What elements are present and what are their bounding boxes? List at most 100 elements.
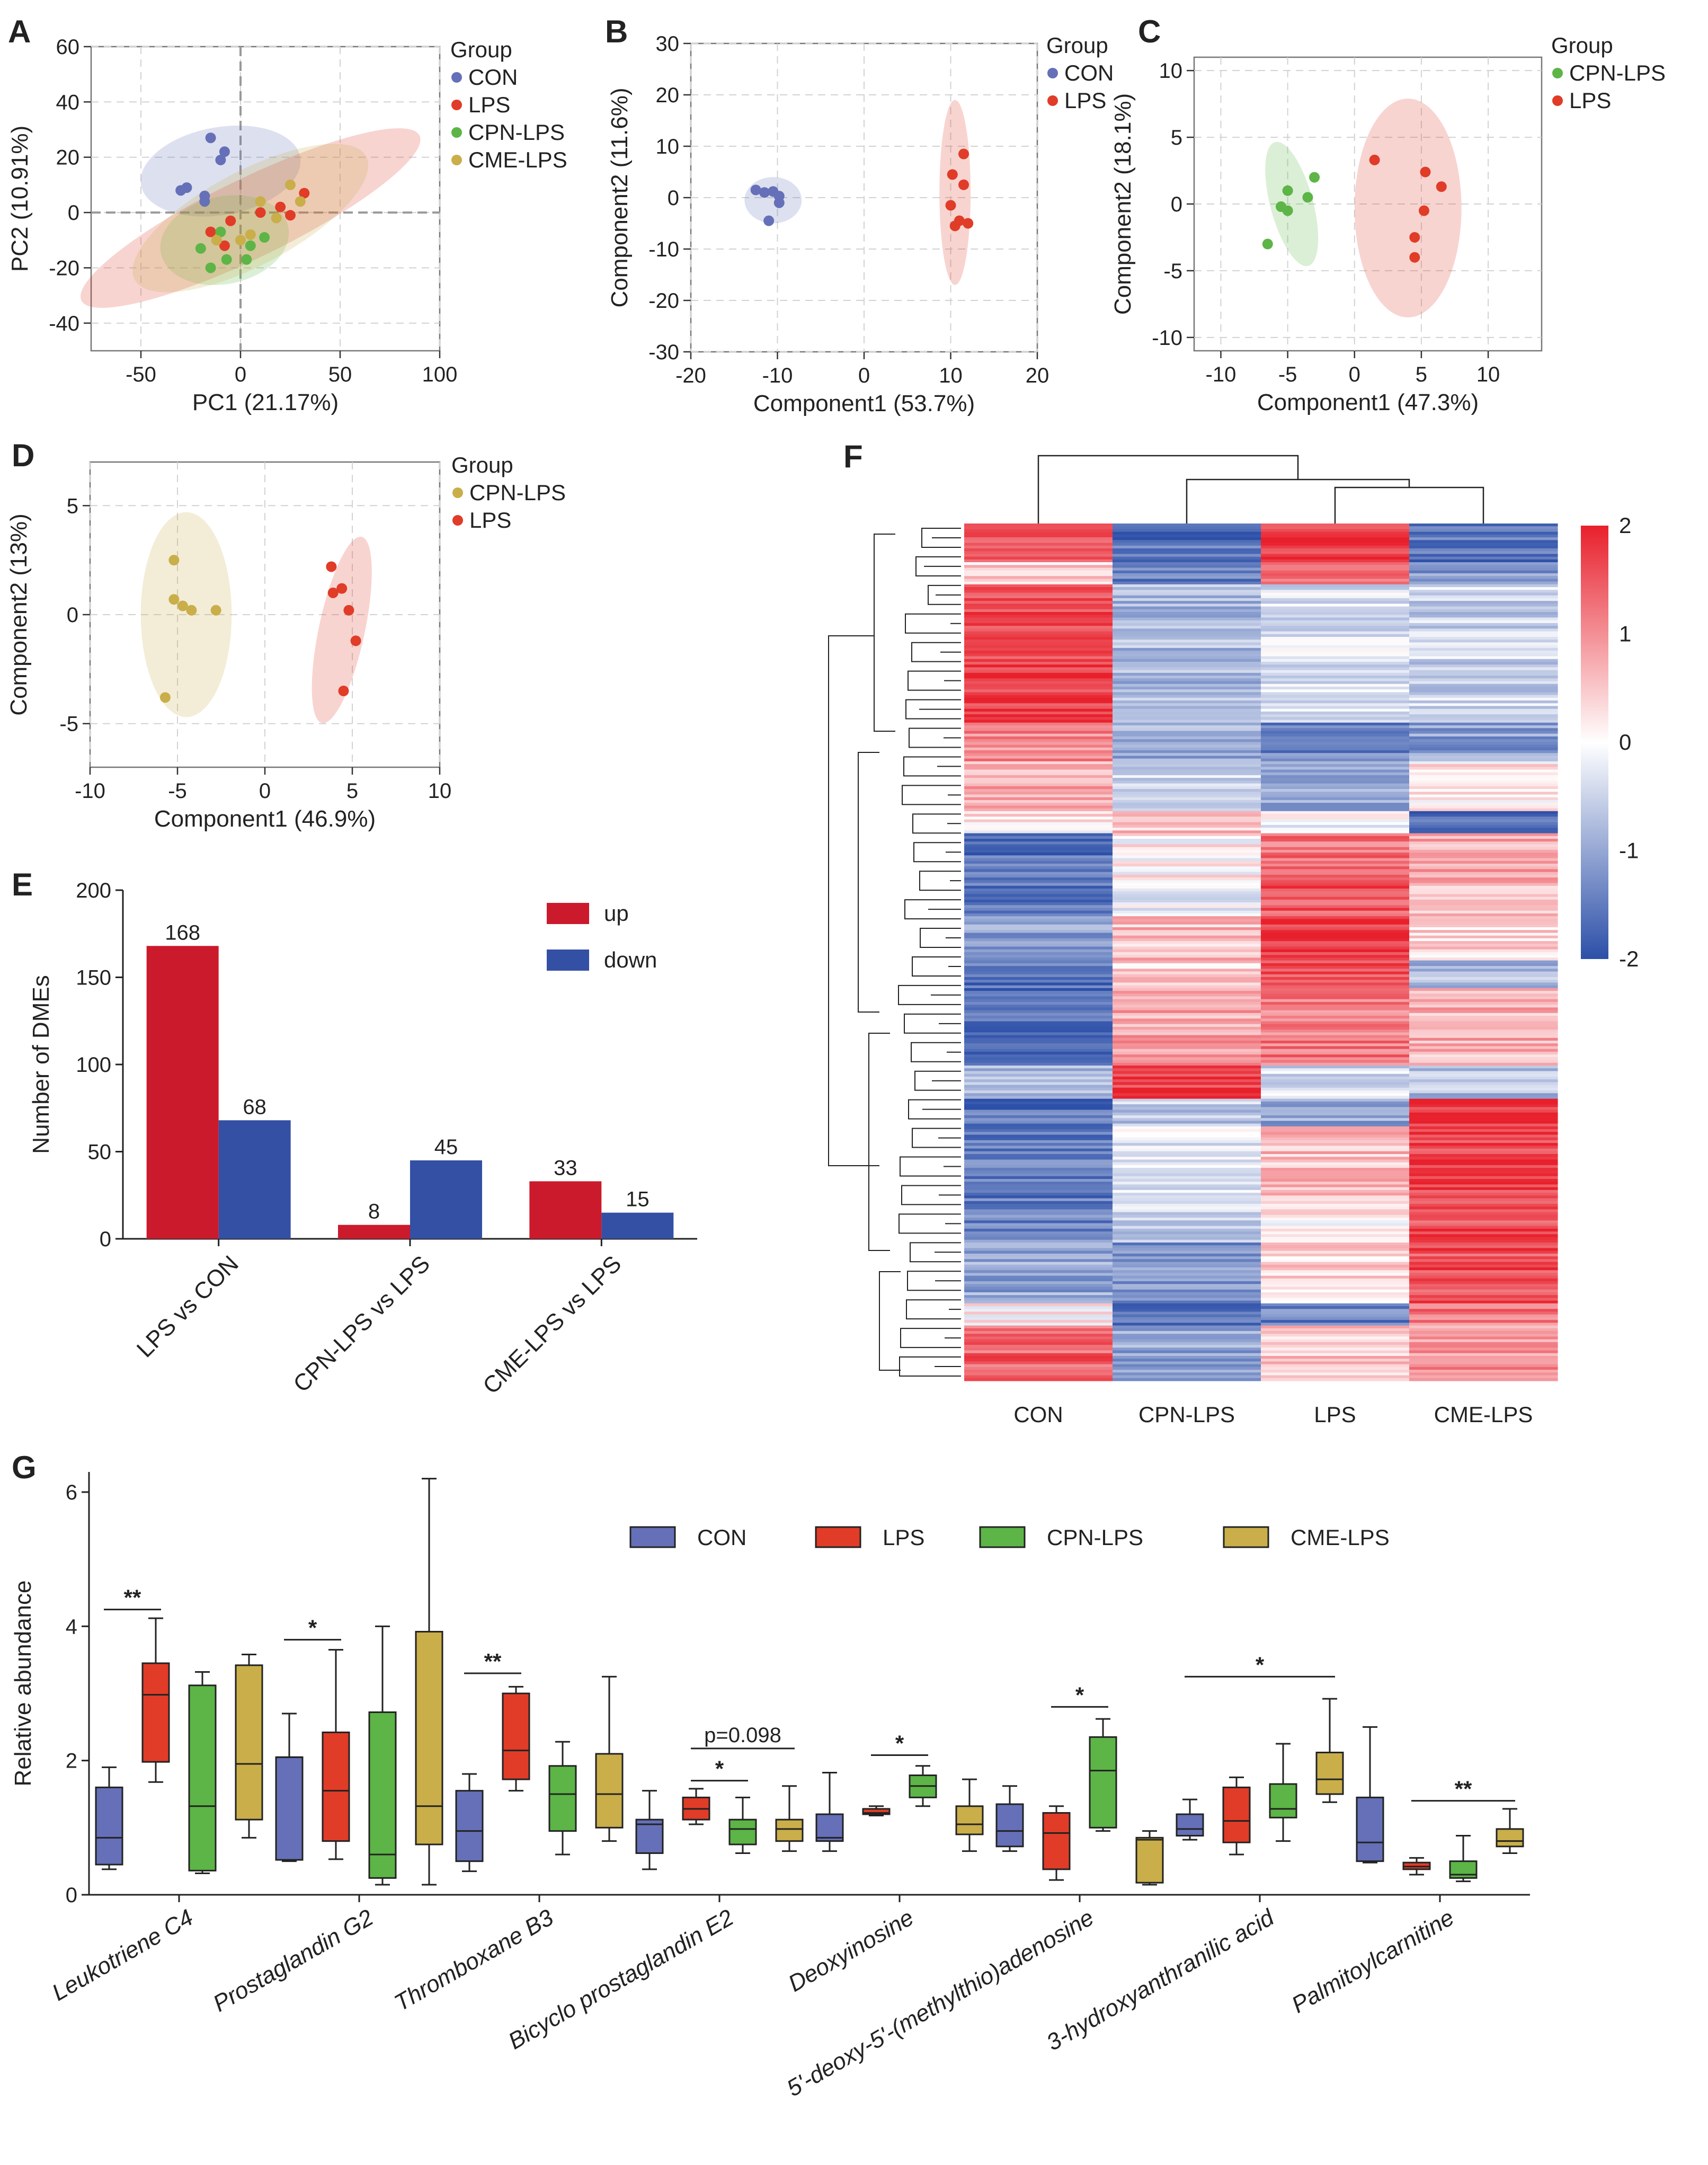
y-tick-label: 0 bbox=[100, 1228, 111, 1251]
heatmap-cell bbox=[1409, 982, 1558, 986]
heatmap-cell bbox=[1409, 601, 1558, 604]
heatmap-cell bbox=[1409, 1275, 1558, 1279]
heatmap-cell bbox=[964, 935, 1113, 939]
heatmap-cell bbox=[964, 523, 1113, 527]
x-tick-label: 100 bbox=[422, 363, 458, 386]
heatmap-cell bbox=[964, 1334, 1113, 1337]
heatmap-cell bbox=[964, 1317, 1113, 1320]
heatmap-cell bbox=[964, 1001, 1113, 1005]
heatmap-cell bbox=[1113, 1187, 1261, 1191]
scatter-point-cpn-lps bbox=[1309, 172, 1320, 183]
heatmap-cell bbox=[1113, 653, 1261, 657]
heatmap-cell bbox=[1113, 1001, 1261, 1005]
box-iqr bbox=[188, 1684, 217, 1871]
heatmap-cell bbox=[1113, 587, 1261, 590]
heatmap-cell bbox=[1261, 703, 1410, 707]
y-tick-label: -5 bbox=[1163, 260, 1182, 283]
heatmap-cell bbox=[1409, 778, 1558, 781]
heatmap-cell bbox=[964, 1370, 1113, 1373]
heatmap-cell bbox=[1113, 1110, 1261, 1113]
heatmap-cell bbox=[1261, 828, 1410, 831]
heatmap-cell bbox=[1409, 949, 1558, 953]
heatmap-cell bbox=[1409, 706, 1558, 709]
heatmap-cell bbox=[1261, 1281, 1410, 1284]
heatmap-cell bbox=[964, 548, 1113, 552]
heatmap-cell bbox=[964, 1090, 1113, 1094]
dendrogram-branch bbox=[913, 842, 940, 863]
heatmap-cell bbox=[1261, 783, 1410, 787]
heatmap-cell bbox=[1261, 974, 1410, 978]
heatmap-cell bbox=[964, 899, 1113, 903]
heatmap-cell bbox=[1113, 598, 1261, 601]
heatmap-cell bbox=[1261, 1347, 1410, 1351]
colorbar-tick-label: 1 bbox=[1619, 622, 1631, 646]
heatmap-cell bbox=[1409, 1173, 1558, 1177]
heatmap-cell bbox=[964, 805, 1113, 809]
heatmap-cell bbox=[964, 1184, 1113, 1188]
heatmap-cell bbox=[1113, 1101, 1261, 1105]
scatter-point-cpn-lps bbox=[1262, 238, 1273, 250]
heatmap-cell bbox=[964, 1214, 1113, 1218]
dendrogram-branch bbox=[901, 1185, 932, 1205]
y-tick-label: 5 bbox=[1171, 126, 1182, 149]
heatmap-cell bbox=[1113, 1143, 1261, 1146]
plot-frame bbox=[90, 46, 441, 352]
heatmap-cell bbox=[1113, 839, 1261, 842]
heatmap-cell bbox=[1113, 531, 1261, 535]
heatmap-cell bbox=[1409, 847, 1558, 850]
heatmap-cell bbox=[1261, 853, 1410, 856]
heatmap-cell bbox=[1261, 1073, 1410, 1077]
y-tick-label: 0 bbox=[668, 187, 679, 210]
heatmap-cell bbox=[964, 1032, 1113, 1036]
legend-label: CPN-LPS bbox=[468, 120, 565, 145]
heatmap-cell bbox=[1261, 1243, 1410, 1246]
heatmap-cell bbox=[1409, 955, 1558, 959]
heatmap-cell bbox=[964, 1140, 1113, 1143]
heatmap-cell bbox=[1409, 606, 1558, 610]
heatmap-column-label: LPS bbox=[1314, 1402, 1356, 1427]
heatmap-cell bbox=[1261, 1123, 1410, 1127]
heatmap-cell bbox=[1261, 789, 1410, 792]
heatmap-cell bbox=[964, 767, 1113, 770]
heatmap-cell bbox=[964, 999, 1113, 1002]
heatmap-cell bbox=[1113, 1243, 1261, 1246]
heatmap-cell bbox=[1261, 626, 1410, 629]
heatmap-cell bbox=[1261, 938, 1410, 942]
heatmap-cell bbox=[1409, 1104, 1558, 1107]
heatmap-cell bbox=[1261, 667, 1410, 671]
heatmap-cell bbox=[1261, 1378, 1410, 1381]
heatmap-cell bbox=[1261, 819, 1410, 823]
heatmap-cell bbox=[1261, 656, 1410, 660]
heatmap-cell bbox=[964, 919, 1113, 922]
heatmap-cell bbox=[1261, 686, 1410, 690]
heatmap-cell bbox=[1409, 1001, 1558, 1005]
x-tick-label: -20 bbox=[675, 364, 706, 387]
heatmap-cell bbox=[1113, 700, 1261, 704]
heatmap-cell bbox=[964, 1087, 1113, 1091]
heatmap-cell bbox=[1261, 792, 1410, 795]
heatmap-cell bbox=[1113, 1286, 1261, 1290]
heatmap-cell bbox=[964, 888, 1113, 892]
heatmap-cell bbox=[1261, 888, 1410, 892]
heatmap-cell bbox=[1261, 1087, 1410, 1091]
box-iqr bbox=[955, 1805, 984, 1835]
heatmap-cell bbox=[1113, 988, 1261, 991]
heatmap-cell bbox=[1113, 869, 1261, 873]
heatmap-cell bbox=[1261, 531, 1410, 535]
heatmap-cell bbox=[964, 653, 1113, 657]
heatmap-cell bbox=[964, 1323, 1113, 1326]
heatmap-cell bbox=[964, 537, 1113, 540]
heatmap-cell bbox=[1409, 1146, 1558, 1149]
heatmap-cell bbox=[1261, 756, 1410, 759]
heatmap-cell bbox=[964, 634, 1113, 637]
heatmap-cell bbox=[1113, 731, 1261, 734]
heatmap-cell bbox=[1261, 1286, 1410, 1290]
heatmap-cell bbox=[964, 733, 1113, 737]
heatmap-cell bbox=[1113, 609, 1261, 613]
heatmap-cell bbox=[964, 612, 1113, 615]
heatmap-cell bbox=[1113, 1005, 1261, 1008]
heatmap-cell bbox=[1261, 534, 1410, 538]
heatmap-cell bbox=[1113, 789, 1261, 792]
heatmap-cell bbox=[1409, 1286, 1558, 1290]
heatmap-cell bbox=[1113, 808, 1261, 812]
